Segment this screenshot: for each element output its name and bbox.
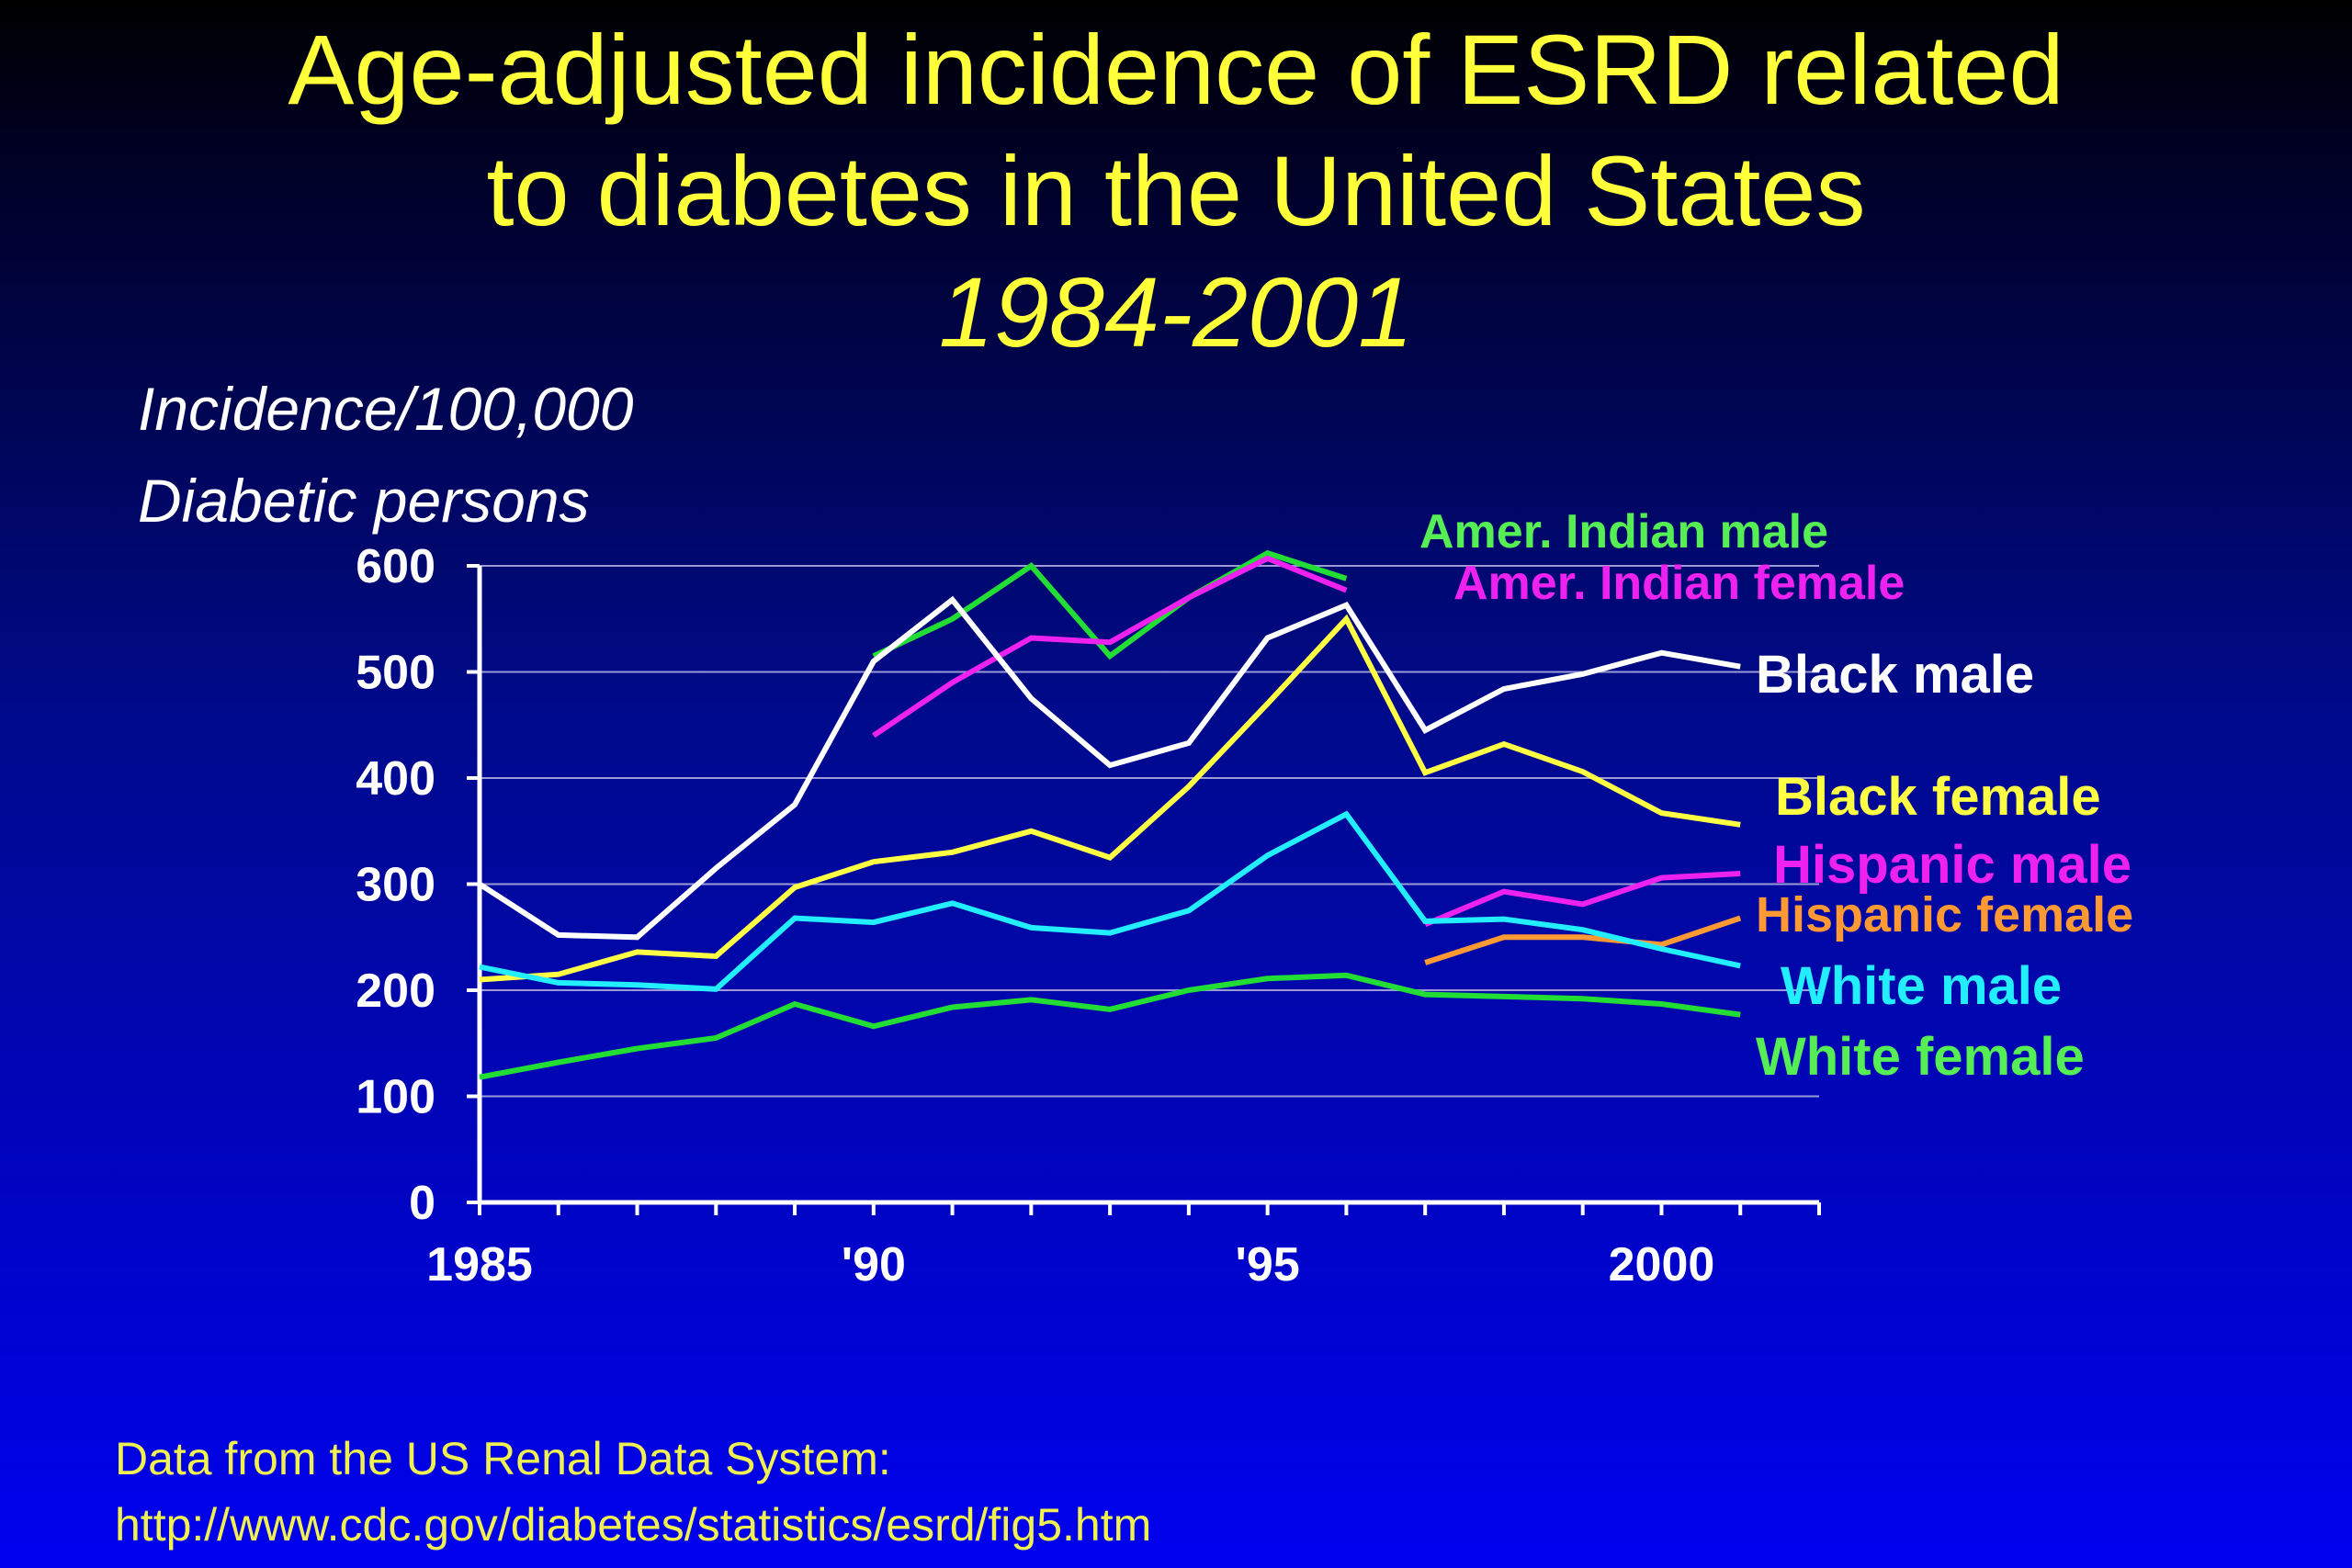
title-years: 1984-2001 [938,256,1414,367]
series-label-black-male: Black male [1756,645,2034,705]
y-axis-label: Incidence/100,000 Diabetic persons [138,363,633,547]
y-tick-label: 500 [356,647,435,700]
series-label-black-female: Black female [1775,767,2101,827]
series-label-hispanic-male: Hispanic male [1773,835,2132,895]
y-tick-label: 300 [356,859,435,912]
series-line-black-female [479,614,1741,983]
series-line-hispanic-male [1424,871,1741,928]
series-line-amer-indian-male [872,549,1348,660]
series-label-hispanic-female: Hispanic female [1756,887,2133,942]
series-line-black-male [478,595,1741,941]
series-label-amer-indian-female: Amer. Indian female [1453,557,1905,610]
y-tick-label: 100 [356,1071,435,1124]
series-lines [478,549,1742,1080]
series-label-white-female: White female [1756,1027,2085,1087]
chart-title: Age-adjusted incidence of ESRD related t… [0,9,2352,373]
x-tick-label: '90 [842,1238,906,1292]
series-line-white-male [479,810,1741,992]
y-tick-label: 600 [356,540,435,593]
y-tick-label: 400 [356,752,435,806]
series-line-hispanic-female [1424,915,1742,965]
title-line-2: to diabetes in the United States [486,135,1866,246]
y-tick-label: 200 [356,964,435,1018]
series-label-amer-indian-male: Amer. Indian male [1419,505,1828,558]
gridlines [480,565,1819,1098]
source-line-2: http://www.cdc.gov/diabetes/statistics/e… [115,1499,1152,1551]
x-tick-label: 1985 [426,1238,533,1292]
y-axis-label-line-1: Incidence/100,000 [138,375,634,443]
series-line-white-female [479,972,1741,1080]
source-line-1: Data from the US Renal Data System: [115,1433,891,1484]
y-tick-label: 0 [409,1177,435,1230]
source-note: Data from the US Renal Data System: http… [115,1426,1151,1558]
series-label-white-male: White male [1781,956,2062,1016]
title-line-1: Age-adjusted incidence of ESRD related [288,14,2064,125]
x-tick-label: 2000 [1609,1238,1715,1292]
series-line-amer-indian-female [872,555,1348,739]
axes: 0 100 200 300 400 500 600 1985 '90 '95 2000 [356,540,1821,1292]
y-axis-label-line-2: Diabetic persons [138,467,590,535]
x-tick-label: '95 [1236,1238,1300,1292]
